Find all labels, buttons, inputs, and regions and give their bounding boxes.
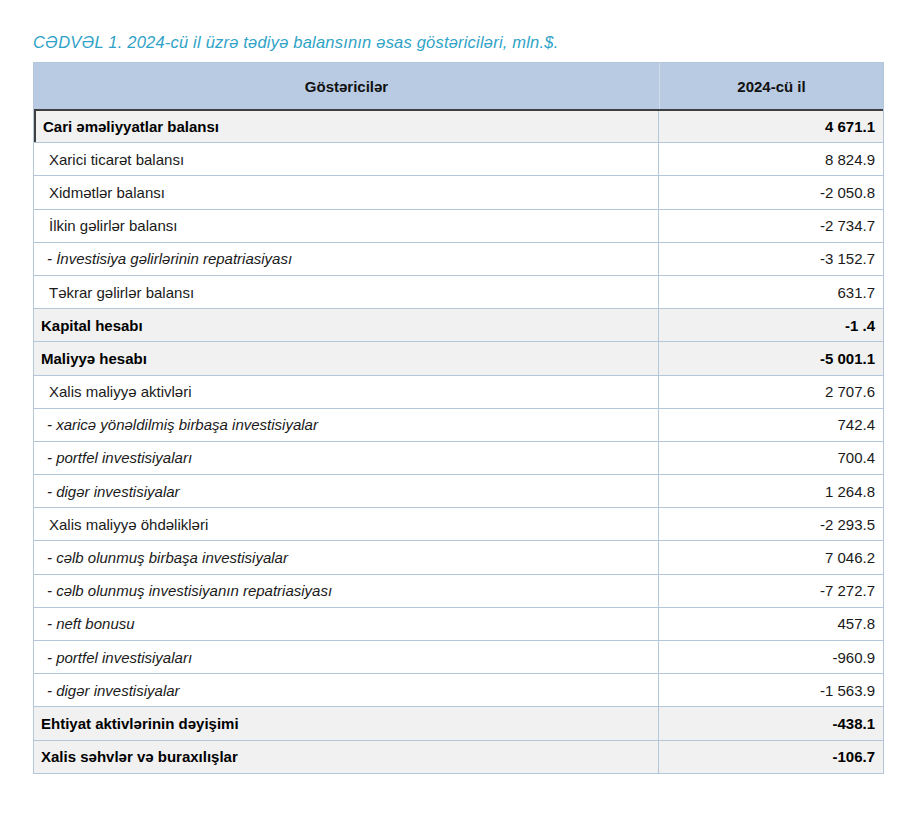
row-value: 7 046.2 bbox=[658, 541, 883, 573]
row-label: Xalis maliyyə aktivləri bbox=[34, 376, 658, 408]
table-row: - xaricə yönəldilmiş birbaşa investisiya… bbox=[34, 408, 883, 441]
row-value: 2 707.6 bbox=[658, 376, 883, 408]
row-label: - portfel investisiyaları bbox=[34, 442, 658, 474]
row-value: -7 272.7 bbox=[658, 575, 883, 607]
table-row: Xalis səhvlər və buraxılışlar -106.7 bbox=[34, 740, 883, 773]
table-row: Xarici ticarət balansı 8 824.9 bbox=[34, 142, 883, 175]
row-label: Xarici ticarət balansı bbox=[34, 143, 658, 175]
row-label: Cari əməliyyatlar balansı bbox=[36, 111, 658, 142]
row-value: -3 152.7 bbox=[658, 243, 883, 275]
row-label: - digər investisiyalar bbox=[34, 475, 658, 507]
table-body: Cari əməliyyatlar balansı 4 671.1 Xarici… bbox=[34, 109, 883, 773]
row-value: -2 734.7 bbox=[658, 210, 883, 242]
row-label: - neft bonusu bbox=[34, 608, 658, 640]
table-row: - cəlb olunmuş investisiyanın repatriasi… bbox=[34, 574, 883, 607]
row-value: 457.8 bbox=[658, 608, 883, 640]
table-row: Ehtiyat aktivlərinin dəyişimi -438.1 bbox=[34, 706, 883, 739]
row-label: - cəlb olunmuş investisiyanın repatriasi… bbox=[34, 575, 658, 607]
column-header-indicators: Göstəricilər bbox=[34, 63, 659, 109]
row-value: 1 264.8 bbox=[658, 475, 883, 507]
row-value: 4 671.1 bbox=[658, 111, 883, 142]
row-value: -1 .4 bbox=[658, 309, 883, 341]
row-value: -106.7 bbox=[658, 741, 883, 773]
table-row: Xalis maliyyə aktivləri 2 707.6 bbox=[34, 375, 883, 408]
row-value: -960.9 bbox=[658, 641, 883, 673]
row-value: -2 050.8 bbox=[658, 176, 883, 208]
row-value: -5 001.1 bbox=[658, 342, 883, 374]
table-row: Cari əməliyyatlar balansı 4 671.1 bbox=[34, 109, 883, 142]
row-value: 742.4 bbox=[658, 409, 883, 441]
row-value: 631.7 bbox=[658, 276, 883, 308]
row-value: -438.1 bbox=[658, 707, 883, 739]
table-row: - portfel investisiyaları -960.9 bbox=[34, 640, 883, 673]
row-label: Xalis səhvlər və buraxılışlar bbox=[34, 741, 658, 773]
row-label: - digər investisiyalar bbox=[34, 674, 658, 706]
row-label: - portfel investisiyaları bbox=[34, 641, 658, 673]
row-label: Ehtiyat aktivlərinin dəyişimi bbox=[34, 707, 658, 739]
row-value: 8 824.9 bbox=[658, 143, 883, 175]
table-row: - neft bonusu 457.8 bbox=[34, 607, 883, 640]
table-row: Maliyyə hesabı -5 001.1 bbox=[34, 341, 883, 374]
row-value: 700.4 bbox=[658, 442, 883, 474]
row-label: Xidmətlər balansı bbox=[34, 176, 658, 208]
row-label: Kapital hesabı bbox=[34, 309, 658, 341]
table-title: CƏDVƏL 1. 2024-cü il üzrə tədiyə balansı… bbox=[33, 33, 893, 52]
table-row: Xalis maliyyə öhdəlikləri -2 293.5 bbox=[34, 507, 883, 540]
row-label: - xaricə yönəldilmiş birbaşa investisiya… bbox=[34, 409, 658, 441]
row-label: Maliyyə hesabı bbox=[34, 342, 658, 374]
document-page: CƏDVƏL 1. 2024-cü il üzrə tədiyə balansı… bbox=[0, 0, 919, 822]
row-label: İlkin gəlirlər balansı bbox=[34, 210, 658, 242]
row-value: -2 293.5 bbox=[658, 508, 883, 540]
row-label: Təkrar gəlirlər balansı bbox=[34, 276, 658, 308]
table-row: - portfel investisiyaları 700.4 bbox=[34, 441, 883, 474]
table-row: Təkrar gəlirlər balansı 631.7 bbox=[34, 275, 883, 308]
table-row: Kapital hesabı -1 .4 bbox=[34, 308, 883, 341]
row-value: -1 563.9 bbox=[658, 674, 883, 706]
row-label: - İnvestisiya gəlirlərinin repatriasiyas… bbox=[34, 243, 658, 275]
balance-of-payments-table: Göstəricilər 2024-cü il Cari əməliyyatla… bbox=[33, 62, 884, 774]
table-row: - cəlb olunmuş birbaşa investisiyalar 7 … bbox=[34, 540, 883, 573]
row-label: Xalis maliyyə öhdəlikləri bbox=[34, 508, 658, 540]
table-row: İlkin gəlirlər balansı -2 734.7 bbox=[34, 209, 883, 242]
table-row: - İnvestisiya gəlirlərinin repatriasiyas… bbox=[34, 242, 883, 275]
table-row: - digər investisiyalar 1 264.8 bbox=[34, 474, 883, 507]
table-header-row: Göstəricilər 2024-cü il bbox=[34, 63, 883, 109]
row-label: - cəlb olunmuş birbaşa investisiyalar bbox=[34, 541, 658, 573]
column-header-year: 2024-cü il bbox=[659, 63, 883, 109]
table-row: - digər investisiyalar -1 563.9 bbox=[34, 673, 883, 706]
table-row: Xidmətlər balansı -2 050.8 bbox=[34, 175, 883, 208]
